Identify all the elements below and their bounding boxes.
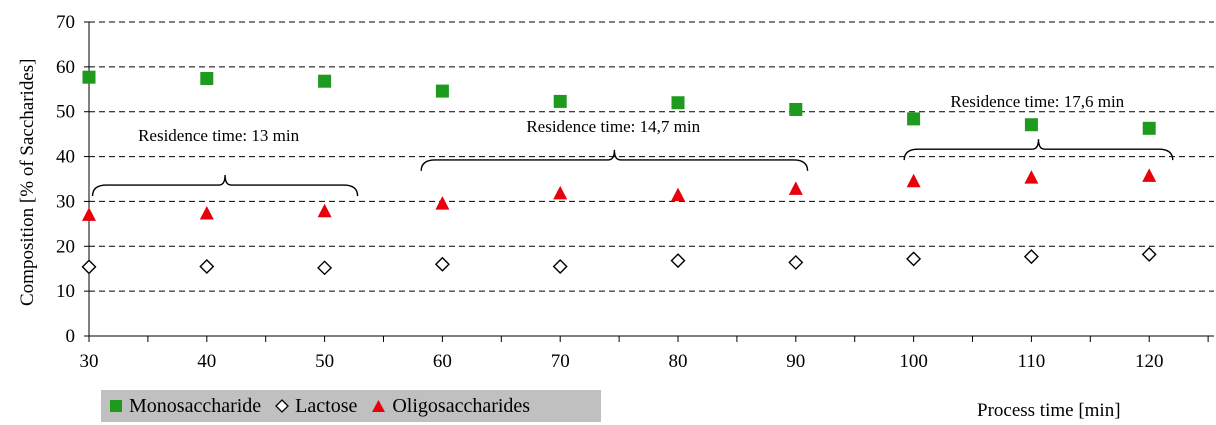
- square-marker-icon: [110, 400, 122, 412]
- x-tick-label: 70: [551, 351, 570, 372]
- monosaccharide-point: [789, 102, 803, 116]
- legend-label: Lactose: [295, 394, 358, 417]
- x-tick-label: 50: [315, 351, 334, 372]
- y-tick-label: 20: [56, 236, 75, 257]
- oligosaccharides-point: [1142, 168, 1157, 182]
- lactose-point: [81, 259, 97, 275]
- y-tick-label: 0: [66, 326, 76, 347]
- diamond-marker-icon: [275, 399, 290, 413]
- y-axis-label: Composition [% of Saccharides]: [17, 58, 38, 306]
- residence-time-label: Residence time: 13 min: [138, 126, 299, 145]
- oligosaccharides-point: [906, 173, 921, 188]
- y-tick-label: 70: [56, 12, 75, 33]
- y-tick-label: 60: [56, 57, 75, 78]
- oligosaccharides-point: [1024, 170, 1039, 184]
- y-tick-label: 10: [56, 281, 75, 302]
- monosaccharide-point: [907, 112, 921, 126]
- residence-time-label: Residence time: 17,6 min: [950, 92, 1124, 111]
- monosaccharide-point: [318, 74, 332, 88]
- x-tick-label: 80: [669, 351, 688, 372]
- residence-time-brace: [91, 175, 359, 197]
- oligosaccharides-point: [82, 207, 96, 221]
- x-axis-label: Process time [min]: [977, 400, 1121, 421]
- x-tick-label: 40: [197, 351, 216, 372]
- y-tick-label: 40: [56, 147, 75, 168]
- lactose-point: [199, 258, 215, 274]
- legend: Monosaccharide Lactose Oligosaccharides: [101, 390, 601, 422]
- lactose-point: [552, 258, 568, 274]
- gridlines: [89, 21, 1214, 292]
- x-tick-label: 90: [786, 351, 805, 372]
- lactose-point: [670, 253, 686, 269]
- annotation-brackets: Residence time: 13 min Residence time: 14…: [91, 92, 1174, 197]
- oligosaccharides-point: [199, 206, 214, 220]
- oligosaccharides-point: [788, 181, 803, 195]
- x-tick-label: 110: [1018, 351, 1046, 372]
- lactose-point: [788, 254, 804, 270]
- legend-label: Oligosaccharides: [392, 394, 531, 417]
- monosaccharide-point: [435, 84, 449, 98]
- residence-time-label: Residence time: 14,7 min: [526, 117, 700, 136]
- x-tick-label: 30: [80, 351, 99, 372]
- monosaccharide-point: [553, 94, 567, 108]
- legend-item-lactose: Lactose: [275, 395, 357, 418]
- triangle-marker-icon: [372, 400, 386, 412]
- oligosaccharides-point: [553, 185, 568, 200]
- lactose-point: [906, 251, 922, 267]
- legend-item-monosaccharide: Monosaccharide: [109, 395, 261, 418]
- monosaccharide-point: [1142, 121, 1156, 135]
- x-tick-label: 100: [899, 351, 928, 372]
- lactose-point: [1023, 249, 1039, 265]
- axes: 0 10 20 30 40 50 60 70 30 40 50 60 70 80 90 100 110 120: [56, 12, 1214, 372]
- oligosaccharides-point: [317, 203, 332, 218]
- oligosaccharides-point: [671, 187, 686, 202]
- monosaccharide-point: [671, 96, 685, 110]
- monosaccharide-point: [82, 70, 96, 84]
- lactose-point: [317, 260, 333, 276]
- y-tick-label: 30: [56, 191, 75, 212]
- lactose-point: [1141, 246, 1157, 262]
- lactose-point: [434, 256, 450, 272]
- monosaccharide-point: [1024, 118, 1038, 132]
- x-tick-label: 120: [1135, 351, 1164, 372]
- data-marks: [81, 70, 1157, 276]
- legend-item-oligosaccharides: Oligosaccharides: [371, 395, 530, 418]
- residence-time-brace: [420, 149, 809, 171]
- legend-label: Monosaccharide: [129, 394, 262, 417]
- monosaccharide-point: [200, 72, 214, 86]
- y-tick-label: 50: [56, 102, 75, 123]
- oligosaccharides-point: [435, 196, 450, 210]
- residence-time-brace: [903, 139, 1174, 161]
- x-tick-label: 60: [433, 351, 452, 372]
